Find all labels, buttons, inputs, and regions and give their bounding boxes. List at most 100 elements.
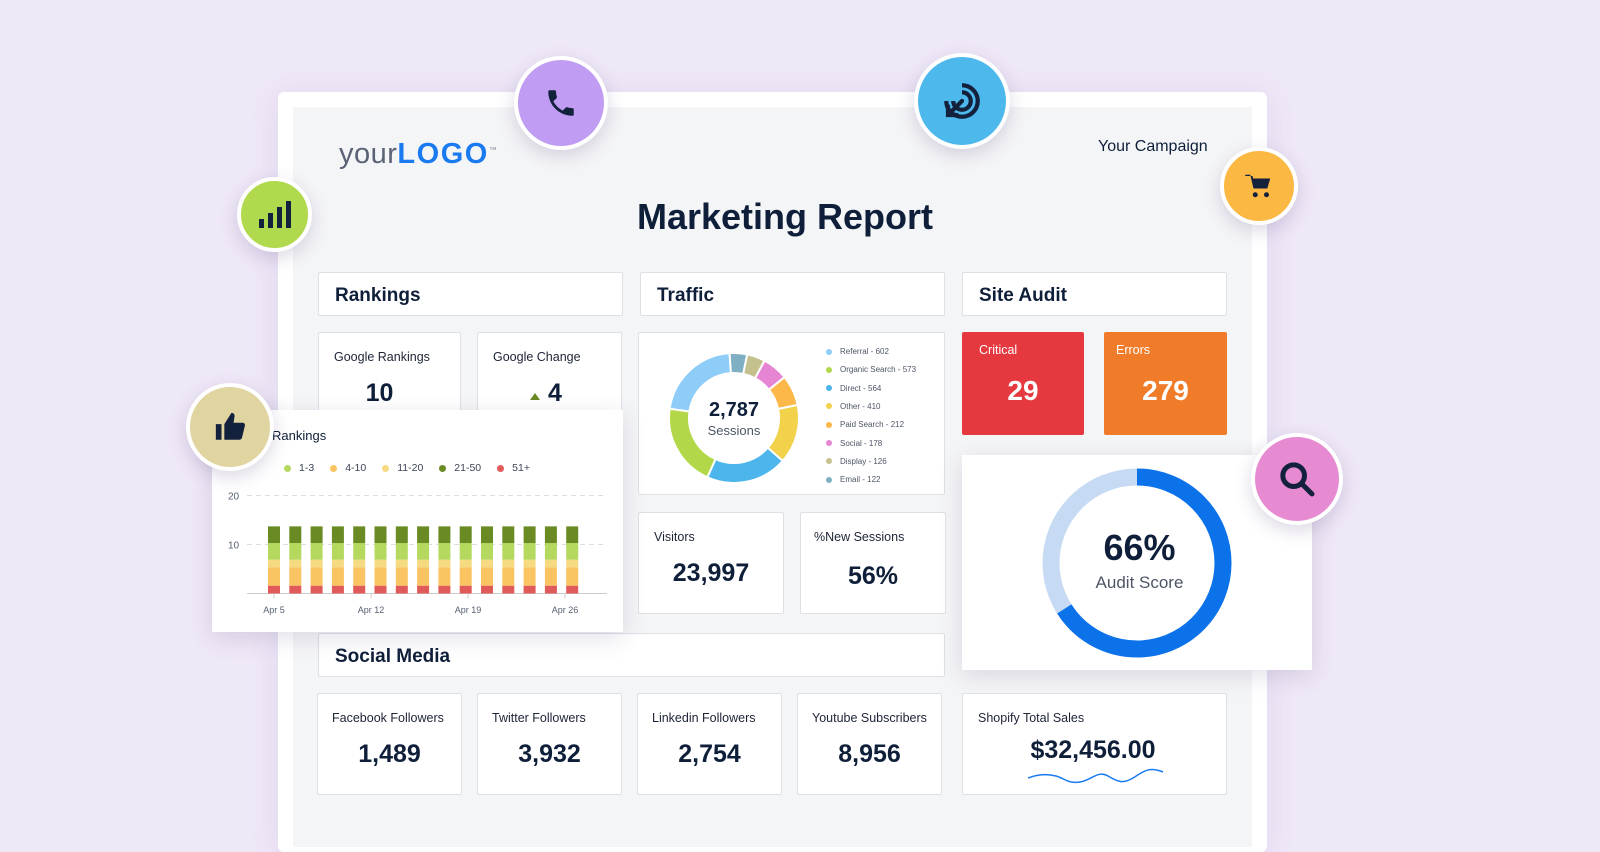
audit-score-donut [1042, 468, 1232, 658]
legend-dot [826, 421, 832, 428]
stat-label: %New Sessions [814, 530, 905, 544]
bar-segment [417, 543, 430, 560]
logo: yourLOGO™ [339, 138, 497, 171]
bar-segment [459, 559, 472, 568]
social-stat-card: Linkedin Followers 2,754 [637, 693, 782, 795]
social-stat-card: Twitter Followers 3,932 [477, 693, 622, 795]
bar-segment [523, 585, 536, 594]
stat-value: $32,456.00 [1030, 736, 1156, 764]
social-stat-card: Youtube Subscribers 8,956 [797, 693, 942, 795]
bar-segment [310, 559, 323, 568]
stat-value: 8,956 [838, 740, 901, 768]
bar-segment [544, 567, 557, 586]
x-tick-label: Apr 12 [358, 605, 385, 615]
bar-segment [438, 543, 451, 560]
legend-dot [284, 464, 291, 472]
bar-segment [289, 526, 302, 544]
legend-item: 11-20 [382, 462, 423, 474]
bar-segment [523, 543, 536, 560]
legend-item: Direct - 564 [826, 384, 881, 393]
bar-segment [331, 585, 344, 594]
bar-segment [289, 585, 302, 594]
stat-label: Linkedin Followers [652, 711, 756, 725]
bar-segment [353, 526, 366, 544]
bar-segment [395, 567, 408, 586]
bar-segment [310, 567, 323, 586]
legend-label: Social - 178 [840, 438, 883, 448]
traffic-donut-card: 2,787 Sessions [638, 332, 945, 495]
stat-value: 23,997 [672, 559, 750, 587]
bar-segment [459, 526, 472, 544]
bar-segment [459, 567, 472, 586]
stat-value: 3,932 [518, 740, 581, 768]
bar-segment [331, 543, 344, 560]
legend-label: 4-10 [345, 462, 367, 474]
rankings-header: Rankings [318, 272, 623, 316]
bar-segment [331, 559, 344, 568]
bar-segment [438, 559, 451, 568]
stat-value: 4 [548, 379, 562, 407]
bar-segment [395, 526, 408, 544]
legend-label: Other - 410 [840, 401, 881, 411]
legend-dot [330, 464, 338, 472]
stat-value: 279 [1142, 375, 1189, 406]
legend-item: 21-50 [439, 462, 481, 474]
audit-score-label: Audit Score [1095, 573, 1184, 592]
thumbs-up-icon [186, 383, 274, 471]
social-media-header: Social Media [318, 633, 945, 677]
legend-item: Social - 178 [826, 439, 882, 448]
bar-segment [374, 543, 387, 560]
bar-segment [353, 559, 366, 568]
bar-segment [353, 543, 366, 560]
legend-item: Email - 122 [826, 475, 880, 484]
chart-title: Rankings [272, 428, 327, 443]
stat-value: 56% [847, 562, 899, 590]
legend-label: Email - 122 [840, 475, 881, 485]
x-tick-label: Apr 26 [552, 605, 579, 615]
x-tick-label: Apr 19 [455, 605, 482, 615]
section-title: Site Audit [979, 285, 1067, 306]
logo-tm: ™ [488, 145, 498, 155]
stat-value: 29 [1007, 375, 1039, 406]
bar-segment [395, 559, 408, 568]
legend-label: Referral - 602 [840, 347, 889, 356]
legend-dot [826, 348, 832, 355]
legend-dot [826, 366, 832, 373]
stat-label: Shopify Total Sales [978, 711, 1085, 725]
sessions-label: Sessions [707, 423, 761, 438]
bar-segment [566, 543, 579, 560]
legend-dot [826, 403, 832, 410]
bar-segment [268, 585, 280, 594]
logo-your: your [339, 138, 398, 170]
legend-label: Display - 126 [840, 456, 887, 466]
stat-label: Google Change [493, 350, 581, 364]
bar-segment [544, 526, 557, 544]
legend-item: 4-10 [330, 462, 366, 474]
shopify-sales-card: Shopify Total Sales $32,456.00 [962, 693, 1227, 795]
stat-value: 1,489 [358, 740, 421, 768]
bar-segment [481, 526, 493, 544]
legend-item: Organic Search - 573 [826, 365, 916, 374]
bar-segment [544, 559, 557, 568]
bar-segment [438, 585, 451, 594]
bar-segment [459, 585, 472, 594]
legend-item: 1-3 [284, 462, 314, 474]
bar-segment [523, 567, 536, 586]
bar-segment [502, 543, 515, 560]
bar-segment [544, 585, 557, 594]
target-icon [914, 53, 1010, 149]
legend-dot [382, 464, 390, 472]
phone-icon [514, 56, 608, 150]
section-title: Traffic [657, 285, 715, 306]
bar-segment [395, 585, 408, 594]
bar-segment [502, 567, 515, 586]
legend-item: Paid Search - 212 [826, 420, 904, 429]
bar-segment [289, 543, 302, 560]
logo-logo: LOGO [397, 138, 489, 170]
audit-score-fill [1042, 468, 1232, 658]
legend-label: Organic Search - 573 [840, 365, 917, 375]
legend-label: Direct - 564 [840, 383, 882, 393]
bar-segment [353, 585, 366, 594]
bar-segment [331, 567, 344, 586]
bar-segment [374, 526, 387, 544]
